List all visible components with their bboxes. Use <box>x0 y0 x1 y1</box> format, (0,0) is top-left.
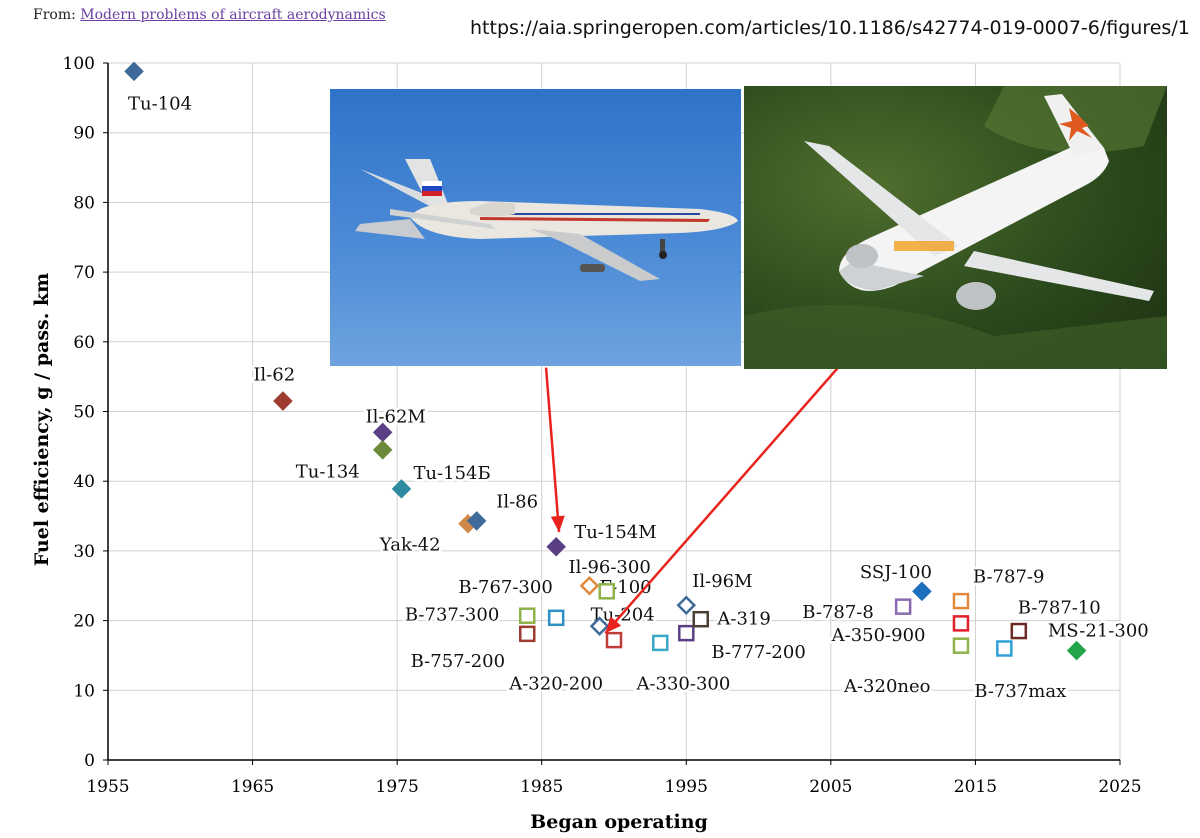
tu-154-airplane-icon <box>355 159 738 281</box>
point-label: B-737max <box>974 681 1066 702</box>
point-label: MS-21-300 <box>1048 620 1149 641</box>
point-label: B-777-200 <box>711 642 805 663</box>
y-tick-label: 20 <box>73 612 95 632</box>
data-point-diamond <box>273 391 293 411</box>
point-label: Il-96-300 <box>569 557 651 578</box>
article-link[interactable]: Modern problems of aircraft aerodynamics <box>80 7 386 23</box>
y-tick-label: 80 <box>73 193 95 213</box>
point-label: B-787-10 <box>1018 597 1101 618</box>
pointer-arrow-line <box>544 367 561 533</box>
data-point-diamond <box>546 536 566 557</box>
data-point-square <box>678 624 695 642</box>
a320-jetstar-airplane-photo <box>744 86 1167 369</box>
data-point-diamond <box>391 479 412 499</box>
data-point-diamond <box>466 511 487 531</box>
point-label: B-757-200 <box>411 651 505 672</box>
a320-jetstar-airplane-icon <box>744 86 1167 369</box>
data-point-square <box>652 634 669 652</box>
data-point-square <box>519 625 536 643</box>
point-label: A-320neo <box>843 676 931 697</box>
point-label: A-350-900 <box>831 625 926 646</box>
point-label: Tu-154Б <box>413 463 490 484</box>
x-tick-label: 1995 <box>665 777 708 797</box>
x-tick-label: 1985 <box>520 777 563 797</box>
point-label: B-787-9 <box>973 567 1045 588</box>
point-label: Tu-104 <box>128 93 192 114</box>
x-axis-title: Began operating <box>530 811 708 833</box>
data-point-square <box>605 631 623 649</box>
figure-url: https://aia.springeropen.com/articles/10… <box>470 17 1190 39</box>
data-point-diamond <box>372 440 393 460</box>
point-label: Yak-42 <box>379 535 441 556</box>
y-tick-label: 100 <box>63 54 95 74</box>
data-point-square <box>519 607 536 624</box>
data-point-diamond <box>1066 640 1087 661</box>
point-label: B-767-300 <box>458 577 552 598</box>
y-tick-label: 30 <box>73 542 95 562</box>
point-label: A-319 <box>716 609 770 630</box>
point-label: B-787-8 <box>802 602 874 623</box>
x-tick-label: 1965 <box>231 777 274 797</box>
from-prefix: From: <box>33 7 81 23</box>
point-label: Tu-154M <box>574 522 656 543</box>
point-label: A-320-200 <box>508 673 603 694</box>
point-label: Tu-134 <box>296 461 360 482</box>
data-point-square <box>952 615 970 632</box>
y-axis-title: Fuel efficiency, g / pass. km <box>31 273 53 566</box>
pointer-arrow-head <box>550 515 565 533</box>
data-point-diamond <box>589 616 610 636</box>
x-tick-label: 2025 <box>1098 777 1141 797</box>
data-point-diamond <box>676 595 697 616</box>
y-tick-label: 90 <box>73 124 95 144</box>
data-point-diamond <box>579 575 600 596</box>
y-tick-label: 40 <box>73 472 95 492</box>
tu-154-airplane-photo <box>330 89 741 366</box>
y-tick-label: 50 <box>73 403 95 423</box>
data-point-square <box>952 592 970 610</box>
data-point-square <box>996 640 1013 657</box>
point-label: Il-62M <box>366 406 426 427</box>
y-tick-label: 0 <box>84 751 95 771</box>
y-tick-label: 10 <box>73 681 95 701</box>
point-label: A-330-300 <box>635 673 730 694</box>
point-label: B-737-300 <box>405 604 499 625</box>
data-point-square <box>894 598 912 615</box>
data-point-square <box>1010 622 1028 640</box>
x-tick-label: 2015 <box>954 777 997 797</box>
data-point-diamond <box>912 581 932 602</box>
x-tick-label: 2005 <box>809 777 852 797</box>
data-point-square <box>692 610 709 628</box>
point-label: Il-86 <box>496 491 538 512</box>
pointer-arrow-line <box>604 366 840 634</box>
y-tick-label: 60 <box>73 333 95 353</box>
pointer-arrow-head <box>605 616 622 634</box>
x-tick-label: 1975 <box>376 777 419 797</box>
x-tick-label: 1955 <box>86 777 129 797</box>
point-label: Il-96M <box>692 571 752 592</box>
point-label: Il-62 <box>253 365 295 386</box>
data-point-square <box>547 609 565 627</box>
data-point-square <box>952 637 970 654</box>
source-line: From: Modern problems of aircraft aerody… <box>33 7 386 23</box>
data-point-square <box>598 583 616 600</box>
data-point-diamond <box>124 61 144 82</box>
point-label: SSJ-100 <box>860 562 932 583</box>
y-tick-label: 70 <box>73 263 95 283</box>
